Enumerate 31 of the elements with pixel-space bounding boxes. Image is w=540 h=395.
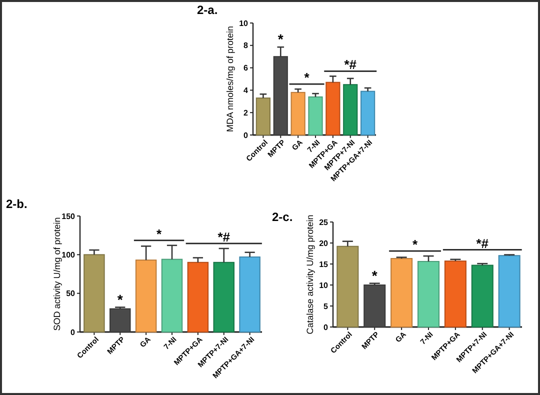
y-tick-label: 50 bbox=[66, 289, 76, 298]
y-tick-label: 4 bbox=[244, 86, 249, 95]
y-tick-label: 20 bbox=[319, 238, 329, 248]
y-tick-label: 0 bbox=[244, 130, 249, 140]
y-tick-label: 25 bbox=[319, 218, 329, 227]
y-tick-label: 8 bbox=[244, 41, 249, 50]
y-tick-label: 100 bbox=[62, 250, 76, 260]
y-tick-label: 2 bbox=[244, 108, 249, 118]
y-tick-label: 150 bbox=[62, 212, 76, 221]
y-tick-label: 0 bbox=[324, 322, 329, 332]
y-tick-label: 15 bbox=[319, 260, 329, 269]
y-tick-label: 0 bbox=[70, 328, 76, 337]
annotation: *# bbox=[218, 229, 231, 244]
annotation: * bbox=[278, 31, 284, 48]
chart-title: 2-c. bbox=[272, 210, 293, 224]
y-axis-title: SOD activity U/mg of protein bbox=[52, 217, 62, 331]
y-tick-label: 5 bbox=[324, 302, 329, 311]
y-tick-label: 6 bbox=[244, 64, 249, 73]
chart-title: 2-b. bbox=[6, 197, 28, 211]
annotation: * bbox=[304, 70, 310, 86]
annotation: * bbox=[117, 291, 124, 308]
annotation: * bbox=[412, 237, 418, 252]
y-axis-title: Catalase activity U/mg protein bbox=[305, 214, 315, 334]
annotation: * bbox=[156, 226, 162, 242]
y-axis-title: MDA nmoles/mg of protein bbox=[225, 26, 235, 132]
annotation: * bbox=[372, 267, 378, 284]
y-tick-label: 10 bbox=[319, 280, 329, 290]
y-tick-label: 10 bbox=[239, 18, 249, 28]
chart-title: 2-a. bbox=[197, 3, 218, 17]
annotation: *# bbox=[476, 236, 490, 251]
annotation: *# bbox=[344, 57, 358, 72]
